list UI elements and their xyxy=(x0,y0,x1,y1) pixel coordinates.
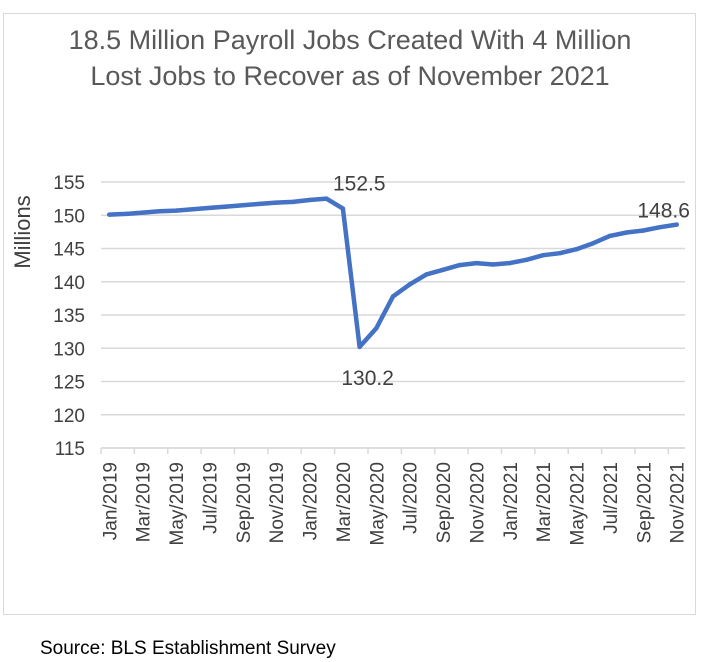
x-tick-label: May/2019 xyxy=(167,462,188,545)
y-tick-label: 140 xyxy=(53,273,85,294)
x-tick-label: Jul/2021 xyxy=(601,462,622,534)
data-point xyxy=(374,326,379,331)
chart-frame xyxy=(3,13,696,615)
y-tick-label: 115 xyxy=(55,439,85,460)
data-point xyxy=(157,209,162,214)
data-point xyxy=(223,204,229,209)
series-line xyxy=(107,196,679,350)
data-point xyxy=(207,205,212,211)
data-point xyxy=(274,200,279,205)
data-point xyxy=(624,230,629,235)
data-point xyxy=(540,252,546,258)
x-tick-label: Mar/2021 xyxy=(534,462,555,542)
data-point xyxy=(490,262,496,267)
data-point xyxy=(357,344,362,350)
data-point xyxy=(474,260,479,266)
y-tick-label: 120 xyxy=(53,406,85,427)
x-tick-label: Nov/2019 xyxy=(267,462,288,543)
data-point xyxy=(340,206,346,211)
data-point xyxy=(607,233,613,239)
x-tick-label: Jul/2019 xyxy=(200,462,221,534)
x-tick-label: Jul/2020 xyxy=(401,462,422,534)
y-tick-label: 145 xyxy=(53,240,85,261)
y-tick-label: 130 xyxy=(53,339,85,360)
x-tick-label: Nov/2020 xyxy=(467,462,488,543)
x-tick-label: Jan/2021 xyxy=(501,462,522,540)
data-point xyxy=(257,201,262,207)
x-tick-label: Sep/2021 xyxy=(634,462,655,543)
data-point xyxy=(390,294,396,299)
x-tick-label: Mar/2020 xyxy=(334,462,355,542)
data-point xyxy=(440,267,446,272)
y-tick-label: 155 xyxy=(53,173,85,194)
x-tick-label: Sep/2020 xyxy=(434,462,455,543)
data-point xyxy=(574,246,579,252)
data-point xyxy=(290,199,296,205)
data-point xyxy=(424,272,429,277)
source-note: Source: BLS Establishment Survey xyxy=(40,638,336,659)
data-point xyxy=(123,211,129,217)
chart-title: 18.5 Million Payroll Jobs Created With 4… xyxy=(68,25,632,91)
data-point xyxy=(507,260,512,266)
data-point xyxy=(657,225,663,230)
data-point xyxy=(641,228,646,233)
x-tick-label: Nov/2021 xyxy=(668,462,689,543)
data-label: 148.6 xyxy=(637,200,690,223)
data-point xyxy=(524,257,529,263)
data-label: 152.5 xyxy=(333,173,386,196)
data-point xyxy=(173,208,179,213)
x-tick-label: Mar/2019 xyxy=(134,462,155,542)
data-point xyxy=(190,207,195,212)
data-point xyxy=(140,210,145,215)
data-point xyxy=(107,212,112,217)
y-tick-label: 150 xyxy=(53,206,85,227)
x-tick-label: Jan/2019 xyxy=(100,462,121,540)
data-point xyxy=(324,196,329,201)
y-tick-label: 135 xyxy=(53,306,85,327)
data-point xyxy=(557,250,563,256)
data-point xyxy=(591,240,596,246)
data-point xyxy=(307,197,312,203)
data-point xyxy=(407,282,412,287)
data-point xyxy=(674,222,679,227)
y-tick-label: 125 xyxy=(53,373,85,394)
data-point xyxy=(240,203,246,208)
x-tick-label: Jan/2020 xyxy=(301,462,322,540)
x-tick-label: May/2021 xyxy=(568,462,589,545)
x-tick-label: Sep/2019 xyxy=(234,462,255,543)
y-axis-title: Millions xyxy=(10,195,35,268)
data-point xyxy=(457,262,462,268)
data-label: 130.2 xyxy=(341,367,394,390)
x-tick-label: May/2020 xyxy=(367,462,388,545)
